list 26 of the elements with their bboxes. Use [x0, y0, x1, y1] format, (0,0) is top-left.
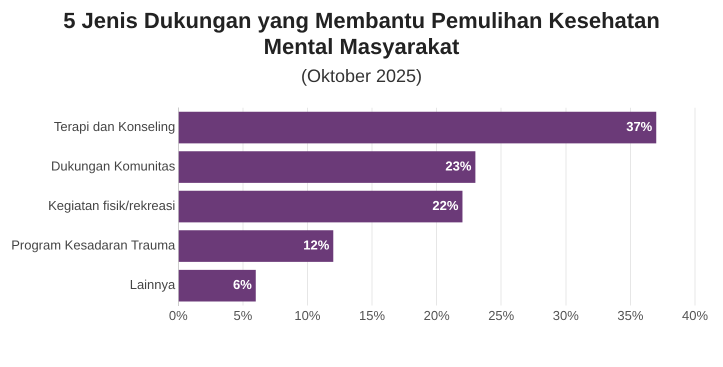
- x-tick-label: 10%: [294, 308, 321, 323]
- x-tick-label: 0%: [168, 308, 188, 323]
- y-tick-label: Kegiatan fisik/rekreasi: [48, 198, 176, 214]
- x-tick-label: 5%: [233, 308, 253, 323]
- x-tick-label: 25%: [488, 308, 515, 323]
- data-label: 22%: [432, 198, 459, 214]
- bar: [178, 112, 656, 144]
- data-label: 23%: [445, 158, 472, 174]
- data-label: 37%: [626, 119, 653, 134]
- x-tick-label: 40%: [682, 308, 708, 323]
- x-tick-label: 30%: [552, 308, 580, 323]
- x-tick-label: 15%: [359, 308, 386, 323]
- bar: [178, 270, 256, 302]
- y-tick-label: Dukungan Komunitas: [50, 158, 176, 174]
- chart-subtitle: (Oktober 2025): [300, 66, 424, 87]
- bar: [178, 151, 476, 183]
- y-tick-label: Program Kesadaran Trauma: [11, 238, 176, 253]
- bar: [178, 190, 462, 222]
- data-label: 6%: [232, 277, 252, 292]
- y-tick-label: Lainnya: [130, 277, 176, 292]
- bar: [178, 230, 334, 262]
- x-tick-label: 20%: [424, 308, 450, 323]
- x-tick-label: 35%: [617, 308, 644, 323]
- y-tick-label: Terapi dan Konseling: [54, 119, 176, 134]
- data-label: 12%: [303, 238, 330, 253]
- chart-title: 5 Jenis Dukungan yang Membantu Pemulihan Kesehatan Mental Masyarakat: [62, 8, 661, 60]
